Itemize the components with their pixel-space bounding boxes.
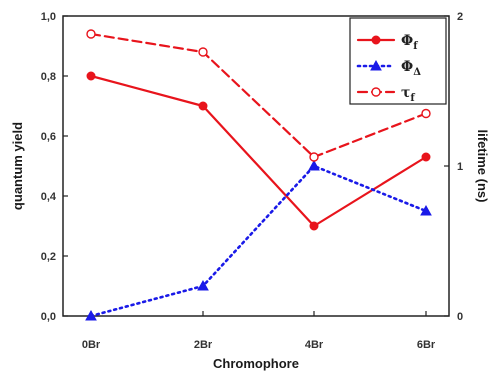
data-point-tau_f xyxy=(421,108,431,119)
series-layer xyxy=(85,29,432,321)
left-tick-label: 0,0 xyxy=(41,311,56,323)
series-line-phi_delta xyxy=(89,164,428,318)
data-point-phi_delta xyxy=(197,279,209,291)
x-tick-label: 4Br xyxy=(305,339,324,351)
y2-axis-title: lifetime (ns) xyxy=(475,130,490,203)
legend-item-phi_f: Φf xyxy=(356,33,418,52)
legend-box xyxy=(349,17,447,105)
data-point-tau_f xyxy=(86,29,96,39)
x-axis-ticks: 0Br 2Br 4Br 6Br xyxy=(82,311,436,351)
legend-label: τf xyxy=(401,85,415,104)
data-point-phi_f xyxy=(421,152,431,162)
legend: Φf ΦΔ τf xyxy=(349,17,447,105)
legend-item-phi_delta: ΦΔ xyxy=(356,59,421,78)
series-phi_f xyxy=(86,71,431,231)
legend-swatch-marker xyxy=(370,59,382,71)
left-tick-label: 0,4 xyxy=(41,191,57,203)
series-line-tau_f xyxy=(89,32,428,159)
data-point-phi_f xyxy=(309,221,319,231)
data-point-phi_f xyxy=(86,71,96,81)
legend-swatch-marker xyxy=(371,35,381,45)
x-tick-label: 2Br xyxy=(194,339,213,351)
x-tick-label: 6Br xyxy=(417,339,436,351)
data-point-tau_f xyxy=(309,152,319,162)
left-tick-label: 1,0 xyxy=(41,11,56,23)
x-tick-label: 0Br xyxy=(82,339,101,351)
left-tick-label: 0,8 xyxy=(41,71,56,83)
right-axis-ticks: 0 1 2 xyxy=(444,11,463,323)
y-axis-title: quantum yield xyxy=(10,122,25,210)
legend-item-tau_f: τf xyxy=(356,85,415,104)
left-tick-label: 0,2 xyxy=(41,251,56,263)
legend-swatch-marker xyxy=(371,87,381,97)
series-phi_delta xyxy=(85,159,432,321)
series-line-phi_f xyxy=(89,74,428,228)
data-point-phi_delta xyxy=(85,309,97,321)
data-point-phi_delta xyxy=(420,204,432,216)
right-tick-label: 2 xyxy=(457,11,463,23)
legend-label: ΦΔ xyxy=(401,59,421,78)
right-tick-label: 0 xyxy=(457,311,463,323)
legend-label: Φf xyxy=(401,33,418,52)
x-axis-title: Chromophore xyxy=(213,356,299,371)
left-tick-label: 0,6 xyxy=(41,131,56,143)
right-tick-label: 1 xyxy=(457,161,463,173)
data-point-phi_f xyxy=(198,101,208,111)
data-point-tau_f xyxy=(198,47,208,57)
series-tau_f xyxy=(86,29,431,162)
data-point-phi_delta xyxy=(308,159,320,171)
left-axis-ticks: 0,0 0,2 0,4 0,6 0,8 1,0 xyxy=(41,11,68,323)
